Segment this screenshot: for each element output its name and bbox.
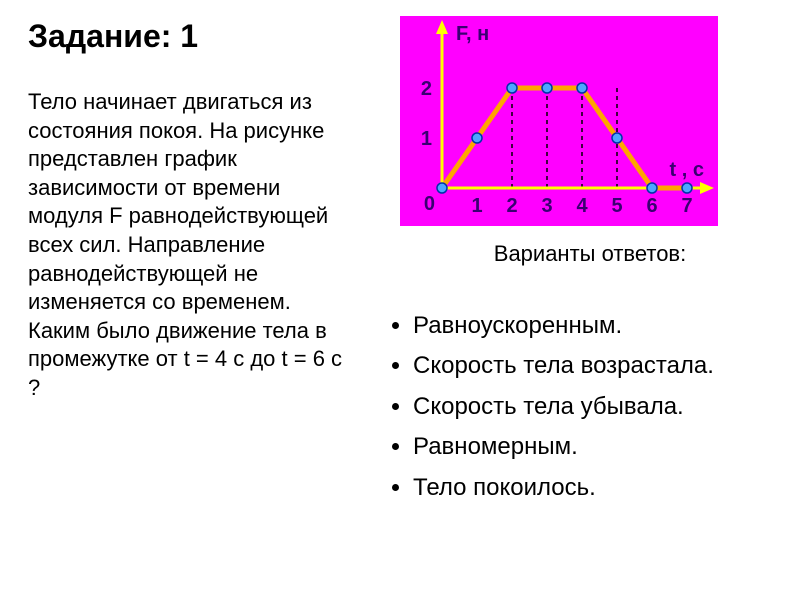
svg-text:2: 2 (506, 195, 517, 217)
svg-text:7: 7 (681, 195, 692, 217)
force-time-chart: 0 1 2 3 4 5 6 7 1 2 F, н t , с (400, 16, 718, 226)
svg-text:2: 2 (421, 78, 432, 100)
svg-text:6: 6 (646, 195, 657, 217)
svg-text:4: 4 (576, 195, 588, 217)
svg-text:t , с: t , с (670, 159, 704, 181)
answer-option: Скорость тела убывала. (413, 391, 765, 423)
answer-option: Равномерным. (413, 431, 765, 463)
answers-heading: Варианты ответов: (460, 240, 720, 269)
svg-text:5: 5 (611, 195, 622, 217)
task-title: Задание: 1 (28, 18, 198, 55)
svg-text:3: 3 (541, 195, 552, 217)
svg-text:F, н: F, н (456, 23, 489, 45)
answer-option: Скорость тела возрастала. (413, 350, 765, 382)
svg-text:1: 1 (421, 128, 432, 150)
answer-option: Тело покоилось. (413, 472, 765, 504)
svg-text:1: 1 (471, 195, 482, 217)
question-text: Тело начинает двигаться из состояния пок… (28, 88, 358, 403)
svg-text:0: 0 (424, 193, 435, 215)
answers-list: Равноускоренным. Скорость тела возрастал… (385, 310, 765, 512)
answer-option: Равноускоренным. (413, 310, 765, 342)
